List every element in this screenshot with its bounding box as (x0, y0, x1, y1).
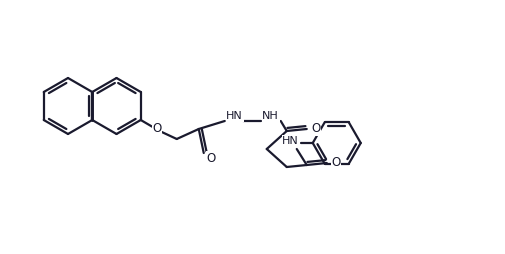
Text: NH: NH (262, 111, 279, 121)
Text: O: O (330, 156, 340, 169)
Text: HN: HN (282, 136, 298, 146)
Text: O: O (206, 151, 215, 165)
Text: HN: HN (226, 111, 242, 121)
Text: O: O (311, 122, 320, 135)
Text: O: O (152, 122, 161, 135)
